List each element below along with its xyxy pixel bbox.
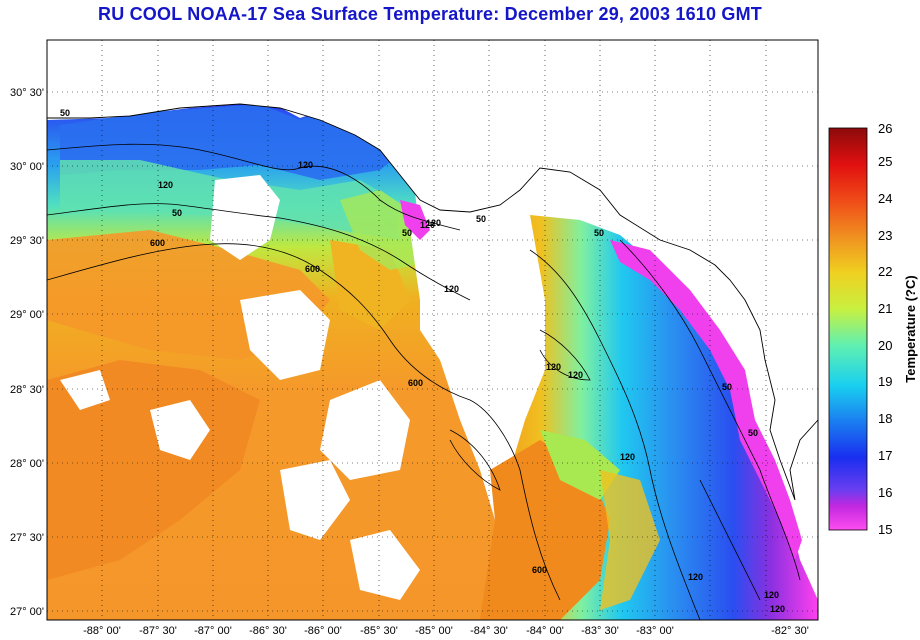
contour-label: 120 bbox=[420, 220, 435, 230]
lon-label: -83° 00' bbox=[636, 625, 674, 637]
map-title: RU COOL NOAA-17 Sea Surface Temperature:… bbox=[98, 4, 762, 24]
colorbar: 26 25 24 23 22 21 20 19 18 17 16 15 Temp… bbox=[828, 121, 918, 537]
lat-label: 30° 30' bbox=[10, 87, 44, 99]
lat-label: 28° 00' bbox=[10, 458, 44, 470]
contour-label: 50 bbox=[60, 108, 70, 118]
contour-label: 120 bbox=[158, 180, 173, 190]
contour-label: 600 bbox=[532, 565, 547, 575]
longitude-axis: -88° 00' -87° 30' -87° 00' -86° 30' -86°… bbox=[83, 625, 809, 637]
latitude-axis: 30° 30' 30° 00' 29° 30' 29° 00' 28° 30' … bbox=[10, 87, 44, 618]
contour-label: 120 bbox=[444, 284, 459, 294]
lon-label: -88° 00' bbox=[83, 625, 121, 637]
graticule bbox=[47, 40, 818, 620]
contour-label: 120 bbox=[298, 160, 313, 170]
colorbar-label: Temperature (?C) bbox=[903, 275, 918, 382]
contour-label: 50 bbox=[722, 382, 732, 392]
contour-label: 50 bbox=[748, 428, 758, 438]
colorbar-ticks: 26 25 24 23 22 21 20 19 18 17 16 15 bbox=[878, 121, 892, 537]
colorbar-tick: 16 bbox=[878, 485, 892, 500]
lat-label: 30° 00' bbox=[10, 161, 44, 173]
contour-label: 600 bbox=[305, 264, 320, 274]
colorbar-tick: 20 bbox=[878, 338, 892, 353]
map-frame bbox=[46, 39, 819, 621]
lon-label: -87° 00' bbox=[194, 625, 232, 637]
lon-label: -84° 00' bbox=[526, 625, 564, 637]
lon-label: -86° 30' bbox=[249, 625, 287, 637]
colorbar-tick: 22 bbox=[878, 264, 892, 279]
lon-label: -83° 30' bbox=[581, 625, 619, 637]
lon-label: -82° 30' bbox=[771, 625, 809, 637]
contour-label: 120 bbox=[770, 604, 785, 614]
contour-label: 120 bbox=[764, 590, 779, 600]
colorbar-tick: 23 bbox=[878, 228, 892, 243]
lat-label: 29° 00' bbox=[10, 309, 44, 321]
colorbar-tick: 15 bbox=[878, 522, 892, 537]
contour-label: 50 bbox=[476, 214, 486, 224]
contour-label: 120 bbox=[620, 452, 635, 462]
sst-field bbox=[47, 102, 818, 620]
colorbar-tick: 24 bbox=[878, 191, 892, 206]
lon-label: -85° 00' bbox=[415, 625, 453, 637]
land bbox=[47, 40, 818, 501]
lat-label: 27° 00' bbox=[10, 606, 44, 618]
contour-label: 120 bbox=[426, 218, 441, 228]
contour-label: 600 bbox=[408, 378, 423, 388]
contour-label: 50 bbox=[594, 228, 604, 238]
lon-label: -85° 30' bbox=[360, 625, 398, 637]
colorbar-tick: 21 bbox=[878, 301, 892, 316]
contour-label: 50 bbox=[172, 208, 182, 218]
lon-label: -87° 30' bbox=[139, 625, 177, 637]
lon-label: -84° 30' bbox=[470, 625, 508, 637]
lon-label: -86° 00' bbox=[304, 625, 342, 637]
colorbar-tick: 26 bbox=[878, 121, 892, 136]
contour-label-group: 50 120 600 120 50 600 120 600 50 50 120 … bbox=[60, 108, 785, 614]
lat-label: 28° 30' bbox=[10, 384, 44, 396]
bathymetry-contours bbox=[47, 143, 801, 620]
lat-label: 27° 30' bbox=[10, 532, 44, 544]
contour-label: 120 bbox=[568, 370, 583, 380]
colorbar-tick: 17 bbox=[878, 448, 892, 463]
colorbar-gradient bbox=[828, 127, 868, 531]
lat-label: 29° 30' bbox=[10, 235, 44, 247]
colorbar-tick: 18 bbox=[878, 411, 892, 426]
colorbar-tick: 19 bbox=[878, 374, 892, 389]
contour-label: 600 bbox=[150, 238, 165, 248]
colorbar-tick: 25 bbox=[878, 154, 892, 169]
contour-label: 120 bbox=[688, 572, 703, 582]
contour-label: 120 bbox=[546, 362, 561, 372]
contour-label: 50 bbox=[402, 228, 412, 238]
